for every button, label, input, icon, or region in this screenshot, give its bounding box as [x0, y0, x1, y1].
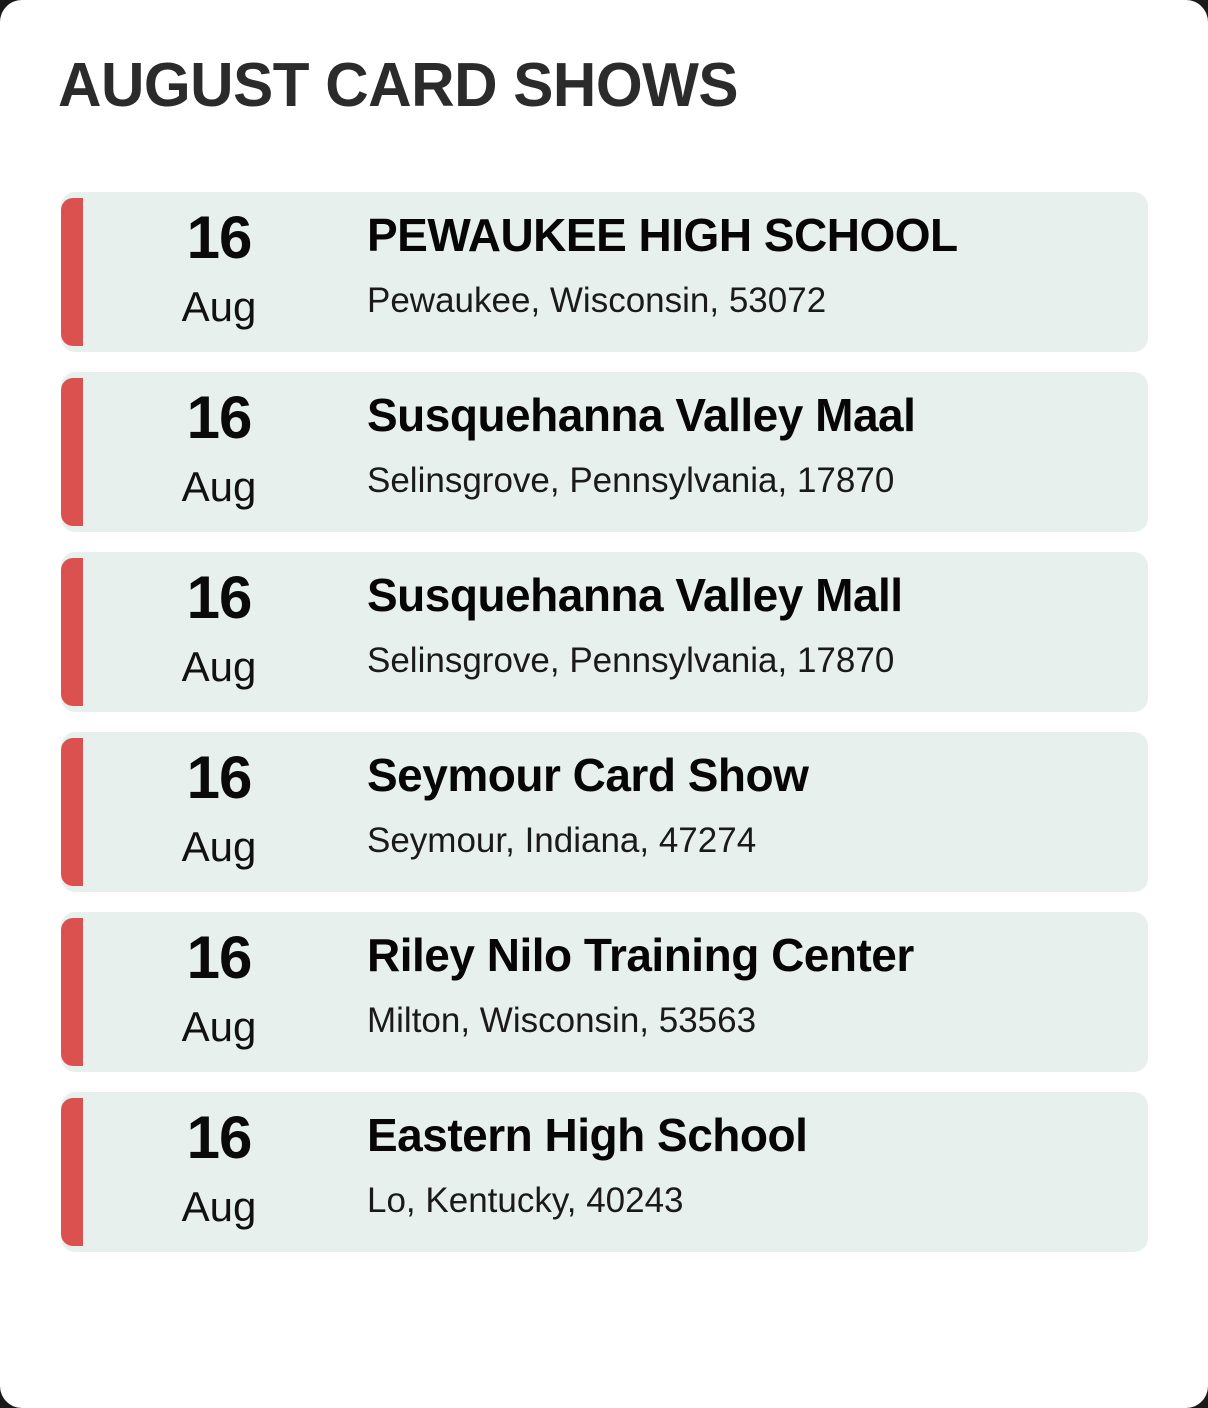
event-date: 16 Aug	[119, 732, 319, 892]
event-date: 16 Aug	[119, 1092, 319, 1252]
event-date: 16 Aug	[119, 372, 319, 532]
event-month: Aug	[181, 1183, 257, 1230]
accent-bar	[61, 738, 83, 886]
event-day: 16	[186, 204, 253, 271]
accent-bar	[61, 918, 83, 1066]
event-venue: Seymour Card Show	[367, 749, 809, 801]
accent-bar	[61, 378, 83, 526]
event-info: Susquehanna Valley Mall Selinsgrove, Pen…	[367, 552, 1124, 712]
event-list-item[interactable]: 16 Aug Seymour Card Show Seymour, Indian…	[61, 732, 1148, 892]
event-venue: Riley Nilo Training Center	[367, 929, 914, 981]
accent-bar	[61, 198, 83, 346]
event-list-item[interactable]: 16 Aug Riley Nilo Training Center Milton…	[61, 912, 1148, 1072]
event-list-item[interactable]: 16 Aug Eastern High School Lo, Kentucky,…	[61, 1092, 1148, 1252]
event-location: Selinsgrove, Pennsylvania, 17870	[367, 461, 895, 500]
event-date: 16 Aug	[119, 912, 319, 1072]
event-list-item[interactable]: 16 Aug Susquehanna Valley Mall Selinsgro…	[61, 552, 1148, 712]
event-venue: Susquehanna Valley Mall	[367, 569, 903, 621]
event-info: Seymour Card Show Seymour, Indiana, 4727…	[367, 732, 1124, 892]
event-list-item[interactable]: 16 Aug PEWAUKEE HIGH SCHOOL Pewaukee, Wi…	[61, 192, 1148, 352]
event-month: Aug	[181, 1003, 257, 1050]
event-day: 16	[186, 564, 253, 631]
event-location: Seymour, Indiana, 47274	[367, 821, 757, 860]
event-location: Selinsgrove, Pennsylvania, 17870	[367, 641, 895, 680]
event-location: Milton, Wisconsin, 53563	[367, 1001, 757, 1040]
event-location: Pewaukee, Wisconsin, 53072	[367, 281, 827, 320]
event-info: PEWAUKEE HIGH SCHOOL Pewaukee, Wisconsin…	[367, 192, 1124, 352]
accent-bar	[61, 1098, 83, 1246]
event-day: 16	[186, 924, 253, 991]
event-info: Eastern High School Lo, Kentucky, 40243	[367, 1092, 1124, 1252]
page-title: AUGUST CARD SHOWS	[58, 51, 739, 120]
event-month: Aug	[181, 283, 257, 330]
event-info: Susquehanna Valley Maal Selinsgrove, Pen…	[367, 372, 1124, 532]
event-month: Aug	[181, 643, 257, 690]
event-day: 16	[186, 384, 253, 451]
event-month: Aug	[181, 823, 257, 870]
event-day: 16	[186, 744, 253, 811]
event-date: 16 Aug	[119, 552, 319, 712]
event-venue: Susquehanna Valley Maal	[367, 389, 916, 441]
event-list-item[interactable]: 16 Aug Susquehanna Valley Maal Selinsgro…	[61, 372, 1148, 532]
event-location: Lo, Kentucky, 40243	[367, 1181, 684, 1220]
event-month: Aug	[181, 463, 257, 510]
event-venue: PEWAUKEE HIGH SCHOOL	[367, 209, 958, 261]
event-list: 16 Aug PEWAUKEE HIGH SCHOOL Pewaukee, Wi…	[61, 192, 1148, 1272]
accent-bar	[61, 558, 83, 706]
event-day: 16	[186, 1104, 253, 1171]
event-date: 16 Aug	[119, 192, 319, 352]
event-info: Riley Nilo Training Center Milton, Wisco…	[367, 912, 1124, 1072]
event-venue: Eastern High School	[367, 1109, 808, 1161]
